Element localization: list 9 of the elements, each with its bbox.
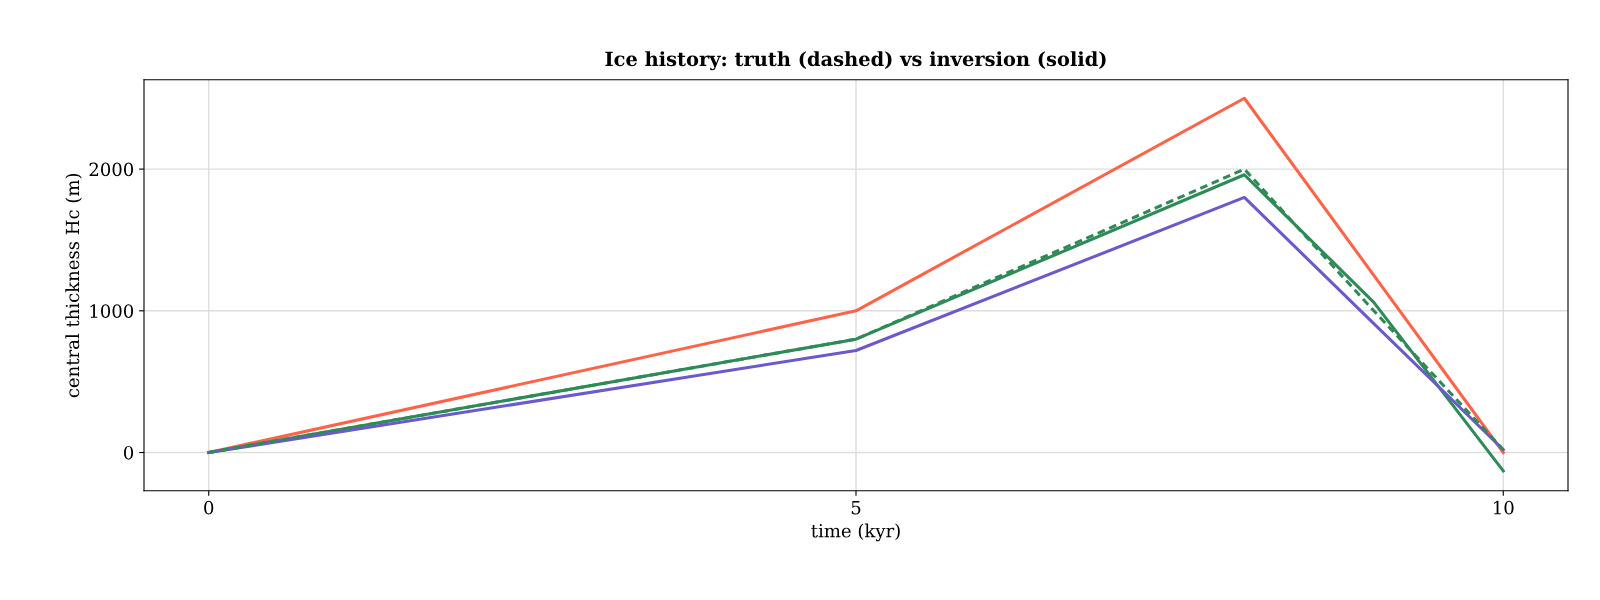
y-axis-title: central thickness Hc (m) [65,173,82,398]
y-tick-label: 1000 [90,304,134,318]
chart-title: Ice history: truth (dashed) vs inversion (solid) [605,51,1106,71]
x-tick-label: 10 [1493,500,1514,515]
x-axis-title: time (kyr) [811,523,900,542]
y-tick-label: 2000 [89,162,134,177]
x-tick-label: 5 [851,501,861,515]
x-tick-label: 0 [204,500,214,515]
y-tick-label: 0 [123,445,134,460]
